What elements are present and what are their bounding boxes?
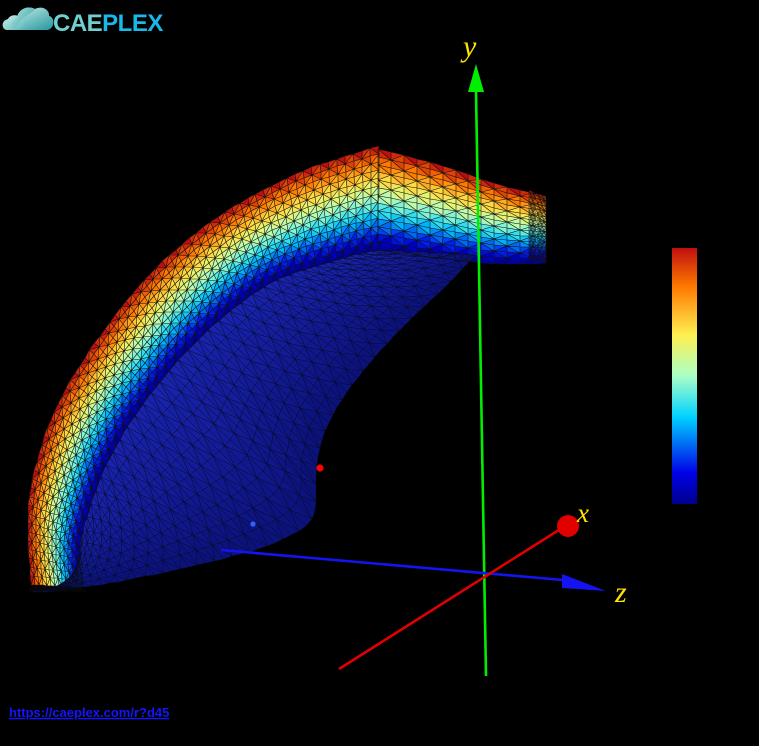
svg-text:https://caeplex.com/r?d45: https://caeplex.com/r?d45: [9, 705, 169, 720]
svg-text:y: y: [460, 30, 477, 63]
svg-text:x: x: [576, 498, 589, 528]
svg-text:z: z: [614, 576, 627, 609]
svg-text:CAEPLEX: CAEPLEX: [53, 10, 163, 37]
